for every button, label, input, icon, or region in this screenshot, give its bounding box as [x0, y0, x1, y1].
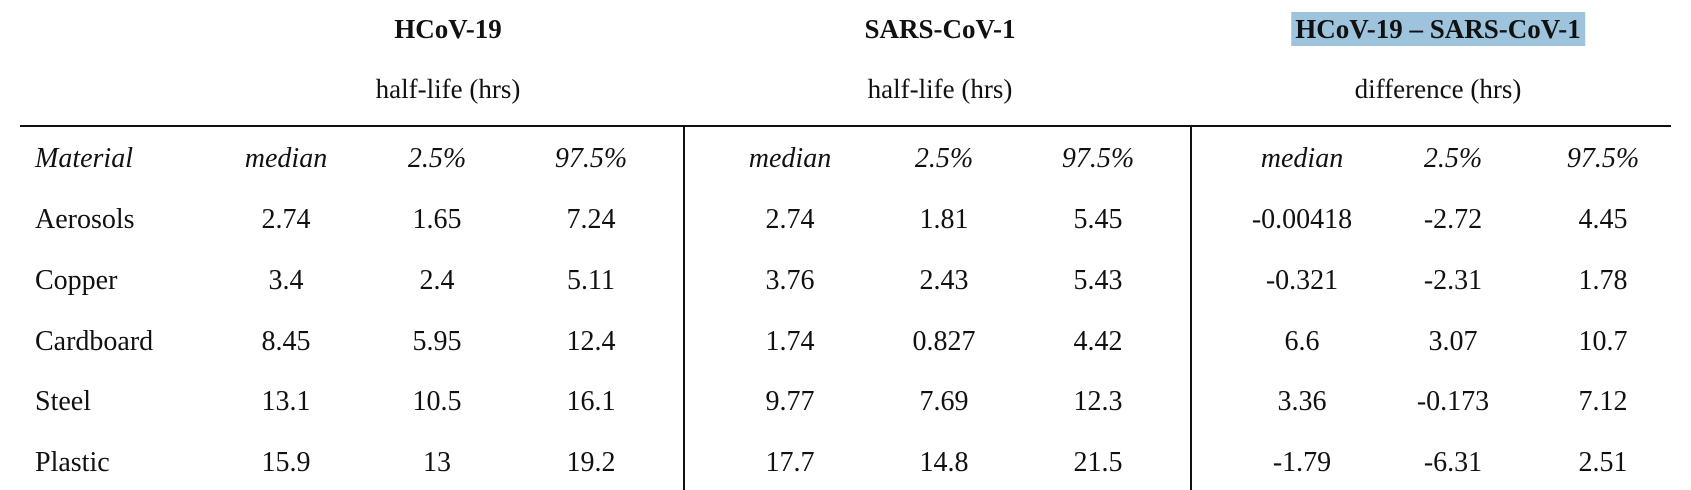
- table-cell: -2.72: [1423, 204, 1483, 235]
- column-header: 97.5%: [1566, 143, 1640, 174]
- table-cell: -6.31: [1423, 447, 1483, 478]
- table-cell: 2.74: [261, 204, 311, 235]
- column-header: 97.5%: [554, 143, 628, 174]
- table-cell: 19.2: [566, 447, 616, 478]
- column-header: 2.5%: [1423, 143, 1483, 174]
- table-cell: 5.45: [1073, 204, 1123, 235]
- group-title-difference: HCoV-19 – SARS-CoV-1: [1291, 12, 1585, 46]
- table-cell: 2.74: [765, 204, 815, 235]
- table-cell: 2.51: [1578, 447, 1628, 478]
- table-cell: 10.5: [412, 386, 462, 417]
- row-label: Steel: [35, 386, 91, 417]
- column-header: median: [1260, 143, 1344, 174]
- column-header-material: Material: [35, 143, 133, 174]
- table-cell: -0.173: [1416, 386, 1490, 417]
- column-divider-1: [683, 125, 685, 490]
- table-cell: 3.76: [765, 265, 815, 296]
- table-cell: 7.69: [919, 386, 969, 417]
- table-cell: 3.07: [1428, 326, 1478, 357]
- table-cell: 4.45: [1578, 204, 1628, 235]
- table-cell: 7.12: [1578, 386, 1628, 417]
- table-cell: 7.24: [566, 204, 616, 235]
- column-header: 97.5%: [1061, 143, 1135, 174]
- group-title-hcov19: HCoV-19: [394, 14, 502, 44]
- group-title-sarscov1: SARS-CoV-1: [864, 14, 1016, 44]
- column-divider-2: [1190, 125, 1192, 490]
- table-cell: 5.95: [412, 326, 462, 357]
- row-label: Cardboard: [35, 326, 154, 357]
- header-rule: [20, 125, 1671, 127]
- table-cell: 9.77: [765, 386, 815, 417]
- row-label: Copper: [35, 265, 118, 296]
- table-cell: 0.827: [912, 326, 976, 357]
- table-cell: 1.65: [412, 204, 462, 235]
- table-cell: 13: [423, 447, 451, 478]
- table-cell: -0.00418: [1251, 204, 1353, 235]
- table-cell: -2.31: [1423, 265, 1483, 296]
- group-subtitle-sarscov1: half-life (hrs): [867, 74, 1013, 104]
- highlighted-selection: HCoV-19 – SARS-CoV-1: [1291, 12, 1585, 46]
- table-cell: 3.4: [268, 265, 304, 296]
- column-header: median: [244, 143, 328, 174]
- table-cell: 12.3: [1073, 386, 1123, 417]
- group-subtitle-hcov19: half-life (hrs): [375, 74, 521, 104]
- table-cell: -1.79: [1272, 447, 1332, 478]
- table-cell: 5.11: [567, 265, 615, 296]
- table-cell: 16.1: [566, 386, 616, 417]
- table-cell: 15.9: [261, 447, 311, 478]
- table-cell: 13.1: [261, 386, 311, 417]
- table-cell: 4.42: [1073, 326, 1123, 357]
- group-subtitle-difference: difference (hrs): [1354, 74, 1522, 104]
- table-cell: 12.4: [566, 326, 616, 357]
- table-cell: 3.36: [1277, 386, 1327, 417]
- table-cell: 21.5: [1073, 447, 1123, 478]
- row-label: Aerosols: [35, 204, 135, 235]
- table-cell: 10.7: [1578, 326, 1628, 357]
- table-cell: 2.43: [919, 265, 969, 296]
- table-cell: 1.78: [1578, 265, 1628, 296]
- table-cell: 1.81: [919, 204, 969, 235]
- column-header: median: [748, 143, 832, 174]
- row-label: Plastic: [35, 447, 110, 478]
- table-cell: -0.321: [1265, 265, 1339, 296]
- table-cell: 6.6: [1284, 326, 1320, 357]
- table-cell: 8.45: [261, 326, 311, 357]
- table-cell: 1.74: [765, 326, 815, 357]
- table-cell: 5.43: [1073, 265, 1123, 296]
- column-header: 2.5%: [407, 143, 467, 174]
- table-cell: 14.8: [919, 447, 969, 478]
- table-cell: 2.4: [419, 265, 455, 296]
- column-header: 2.5%: [914, 143, 974, 174]
- table-cell: 17.7: [765, 447, 815, 478]
